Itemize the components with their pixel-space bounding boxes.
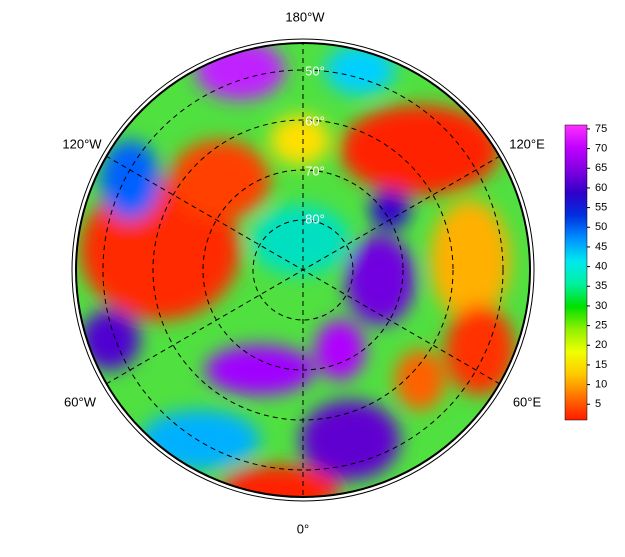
- latitude-label: 60°: [305, 113, 325, 128]
- meridian-label: 180°W: [285, 9, 325, 24]
- latitude-label: 70°: [305, 163, 325, 178]
- latitude-label: 50°: [305, 63, 325, 78]
- meridian-label: 60°E: [513, 394, 542, 409]
- colorbar: 5 10 15 20 25 30 35 40 45 50 55 60 65 70 75: [564, 123, 607, 421]
- meridian-label: 0°: [297, 521, 309, 536]
- colorbar-tick-label: 75: [595, 123, 607, 135]
- colorbar-tick-label: 15: [595, 359, 607, 371]
- colorbar-tick-label: 70: [595, 143, 607, 155]
- latitude-labels: 50° 60° 70° 80°: [305, 63, 325, 226]
- meridian-label: 60°W: [64, 394, 97, 409]
- colorbar-tick-label: 50: [595, 221, 607, 233]
- colorbar-tick-label: 60: [595, 182, 607, 194]
- colorbar-tick-label: 35: [595, 280, 607, 292]
- meridian-label: 120°W: [62, 136, 102, 151]
- colorbar-scale: [564, 124, 588, 421]
- colorbar-tick-label: 20: [595, 339, 607, 351]
- colorbar-tick-label: 40: [595, 261, 607, 273]
- colorbar-tick-label: 55: [595, 202, 607, 214]
- colorbar-tick-label: 10: [595, 379, 607, 391]
- colorbar-tick-label: 65: [595, 162, 607, 174]
- latitude-label: 80°: [305, 211, 325, 226]
- colorbar-tick-label: 45: [595, 241, 607, 253]
- colorbar-tick-label: 5: [595, 398, 601, 410]
- colorbar-tick-label: 25: [595, 320, 607, 332]
- map-frame: [71, 38, 535, 502]
- graticule: [102, 43, 504, 497]
- data-field: [76, 43, 530, 497]
- meridian-label: 120°E: [509, 136, 545, 151]
- map-boundary: [75, 42, 531, 498]
- colorbar-tick-label: 30: [595, 300, 607, 312]
